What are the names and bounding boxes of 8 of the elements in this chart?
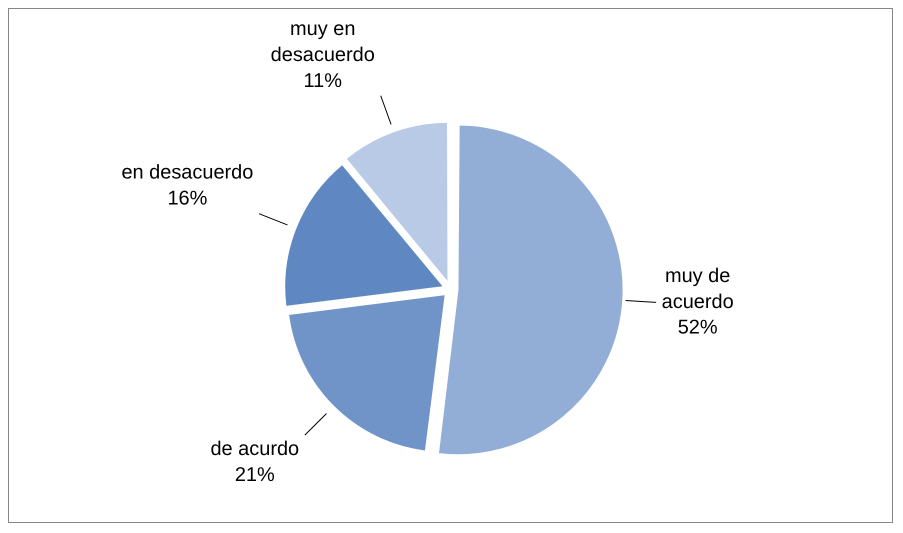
data-label: 52% (678, 316, 718, 339)
data-label: 11% (304, 70, 342, 92)
data-label: 21% (234, 464, 275, 486)
slice-label: muy en desacuerdo (270, 18, 375, 66)
slice-label: de acurdo (210, 438, 300, 460)
data-label: 16% (167, 187, 208, 210)
slice-label: en desacuerdo (121, 162, 254, 184)
slice-label: muy de acuerdo (662, 264, 734, 313)
